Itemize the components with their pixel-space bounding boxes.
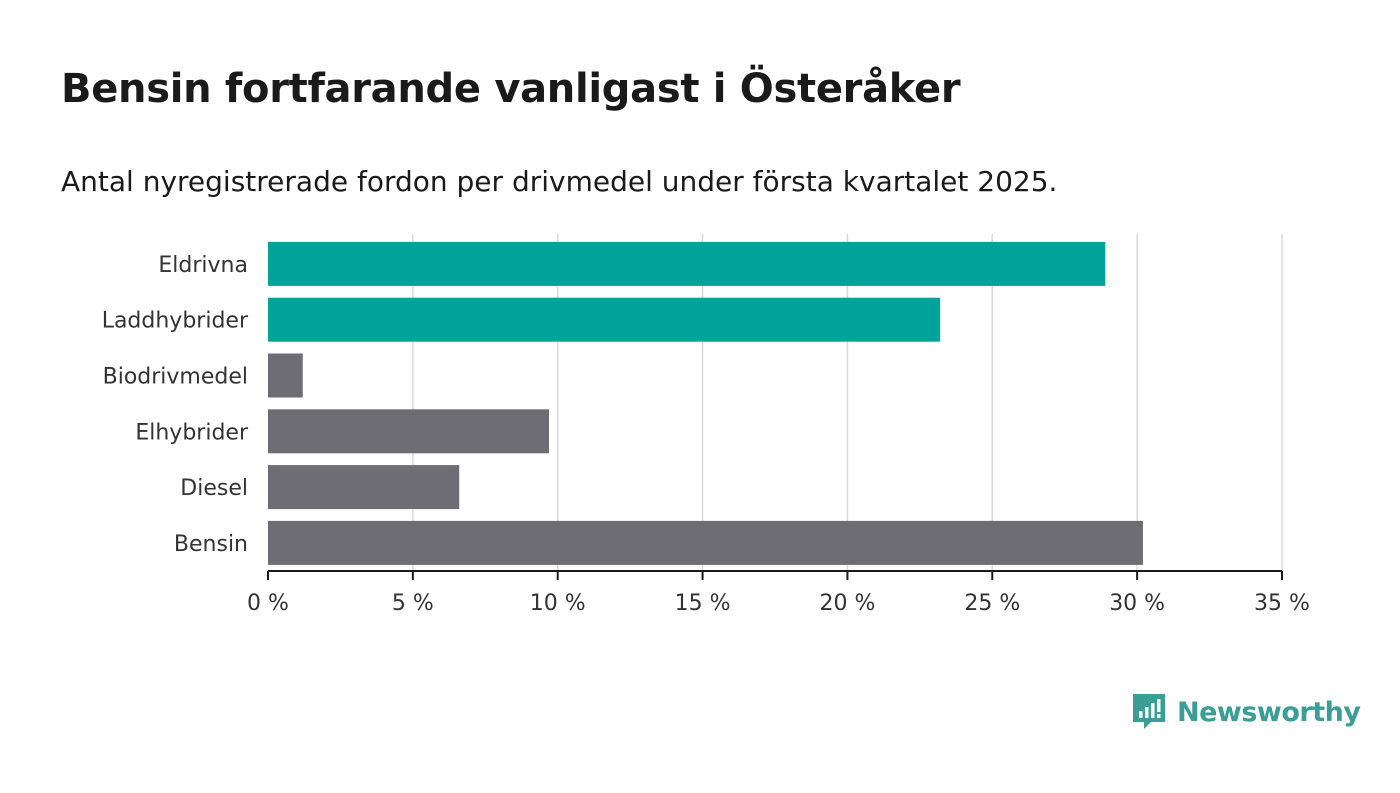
chart-subtitle: Antal nyregistrerade fordon per drivmede…	[61, 165, 1058, 198]
category-label: Elhybrider	[135, 420, 249, 445]
bar	[268, 465, 460, 510]
x-tick-label: 20 %	[819, 591, 875, 616]
brand-name: Newsworthy	[1177, 696, 1361, 728]
x-tick-label: 15 %	[675, 591, 731, 616]
bar	[268, 409, 550, 454]
bars	[268, 241, 1143, 565]
x-tick-label: 0 %	[247, 591, 289, 616]
category-labels: Eldrivna Laddhybrider Biodrivmedel Elhybrid…	[102, 253, 249, 557]
category-label: Diesel	[180, 476, 248, 501]
chart-title: Bensin fortfarande vanligast i Österåker	[61, 66, 961, 112]
category-label: Biodrivmedel	[103, 365, 248, 390]
x-tick-label: 25 %	[964, 591, 1020, 616]
x-tick-label: 10 %	[530, 591, 586, 616]
bar	[268, 241, 1106, 286]
x-tick-label: 35 %	[1254, 591, 1310, 616]
x-tick-label: 30 %	[1109, 591, 1165, 616]
grid-lines	[412, 234, 1283, 571]
category-label: Bensin	[174, 532, 248, 557]
x-axis: 0 % 5 % 10 % 15 % 20 % 25 % 30 % 35 %	[247, 570, 1310, 616]
newsworthy-brand: Newsworthy	[1131, 691, 1361, 733]
bar	[268, 520, 1143, 565]
newsworthy-logo-icon	[1133, 694, 1165, 729]
category-label: Eldrivna	[158, 253, 248, 278]
x-tick-label: 5 %	[392, 591, 434, 616]
category-label: Laddhybrider	[102, 309, 249, 334]
bar	[268, 297, 941, 342]
bar	[268, 353, 303, 398]
